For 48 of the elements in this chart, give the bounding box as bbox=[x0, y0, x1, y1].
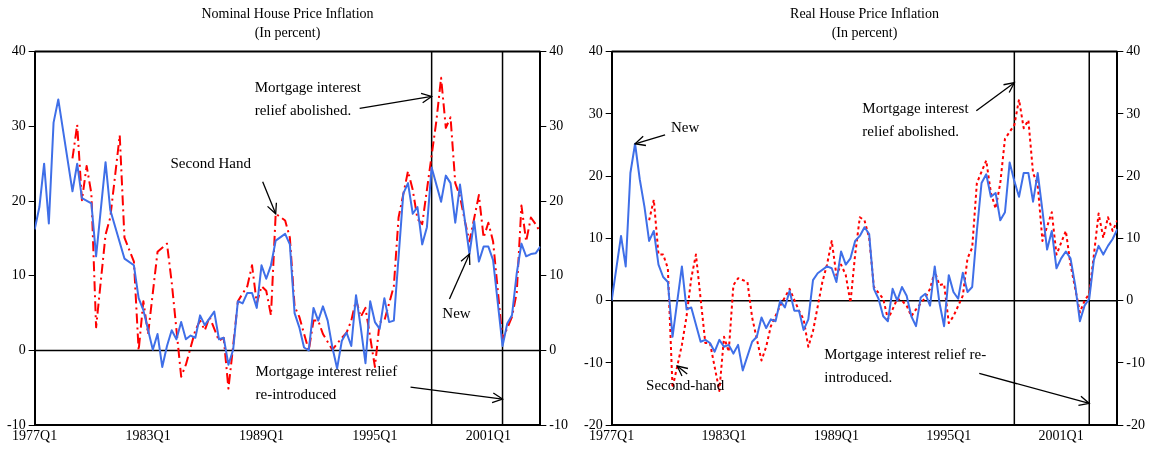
y2-tick-label: -10 bbox=[1126, 354, 1146, 370]
annotation: New bbox=[670, 118, 700, 135]
x-tick-label: 1977Q1 bbox=[12, 428, 58, 444]
y-tick-label: 40 bbox=[11, 43, 26, 59]
annotation: Mortgage interest relief re-introduced bbox=[255, 362, 398, 402]
y-tick-label: 10 bbox=[588, 230, 603, 246]
y2-tick-label: 40 bbox=[1126, 43, 1141, 59]
chart-subtitle: (In percent) bbox=[254, 24, 321, 41]
x-tick-label: 1989Q1 bbox=[238, 428, 285, 444]
annotation: Second-hand bbox=[646, 376, 725, 393]
y-tick-label: 30 bbox=[11, 117, 26, 133]
annotation: Mortgage interest relief re- introduced. bbox=[824, 346, 987, 386]
y2-tick-label: 0 bbox=[1126, 292, 1134, 308]
x-tick-label: 2001Q1 bbox=[1038, 428, 1084, 444]
x-tick-label: 1995Q1 bbox=[352, 428, 398, 444]
y-tick-label: 30 bbox=[588, 105, 603, 121]
x-tick-label: 2001Q1 bbox=[465, 428, 511, 444]
line-series bbox=[648, 98, 1118, 392]
x-tick-label: 1983Q1 bbox=[125, 428, 171, 444]
y2-tick-label: 40 bbox=[549, 43, 564, 59]
x-tick-label: 1995Q1 bbox=[926, 428, 972, 444]
y-tick-label: 20 bbox=[588, 167, 603, 183]
line-series bbox=[71, 76, 541, 390]
y2-tick-label: 10 bbox=[549, 267, 564, 283]
y2-tick-label: 0 bbox=[549, 342, 557, 358]
x-tick-label: 1977Q1 bbox=[589, 428, 635, 444]
y2-tick-label: 20 bbox=[549, 192, 564, 208]
y2-tick-label: 20 bbox=[1126, 167, 1141, 183]
y-tick-label: 40 bbox=[588, 43, 603, 59]
y-tick-label: 20 bbox=[11, 192, 26, 208]
y2-tick-label: 30 bbox=[549, 117, 564, 133]
y-tick-label: 10 bbox=[11, 267, 26, 283]
annotation: Mortgage interest relief abolished. bbox=[862, 99, 970, 139]
y-tick-label: 0 bbox=[18, 342, 26, 358]
y2-tick-label: -20 bbox=[1126, 416, 1146, 432]
x-tick-label: 1983Q1 bbox=[701, 428, 747, 444]
y2-tick-label: 10 bbox=[1126, 230, 1141, 246]
chart-title: Real House Price Inflation bbox=[790, 6, 939, 22]
y2-tick-label: 30 bbox=[1126, 105, 1141, 121]
chart-subtitle: (In percent) bbox=[831, 24, 898, 41]
x-tick-label: 1989Q1 bbox=[813, 428, 859, 444]
y-tick-label: 0 bbox=[595, 292, 603, 308]
y2-tick-label: -10 bbox=[549, 416, 569, 432]
annotation: Second Hand bbox=[170, 154, 252, 171]
chart-title: Nominal House Price Inflation bbox=[201, 6, 374, 22]
y-tick-label: -10 bbox=[583, 354, 603, 370]
annotation: Mortgage interest relief abolished. bbox=[254, 79, 362, 119]
annotation: New bbox=[442, 305, 471, 322]
